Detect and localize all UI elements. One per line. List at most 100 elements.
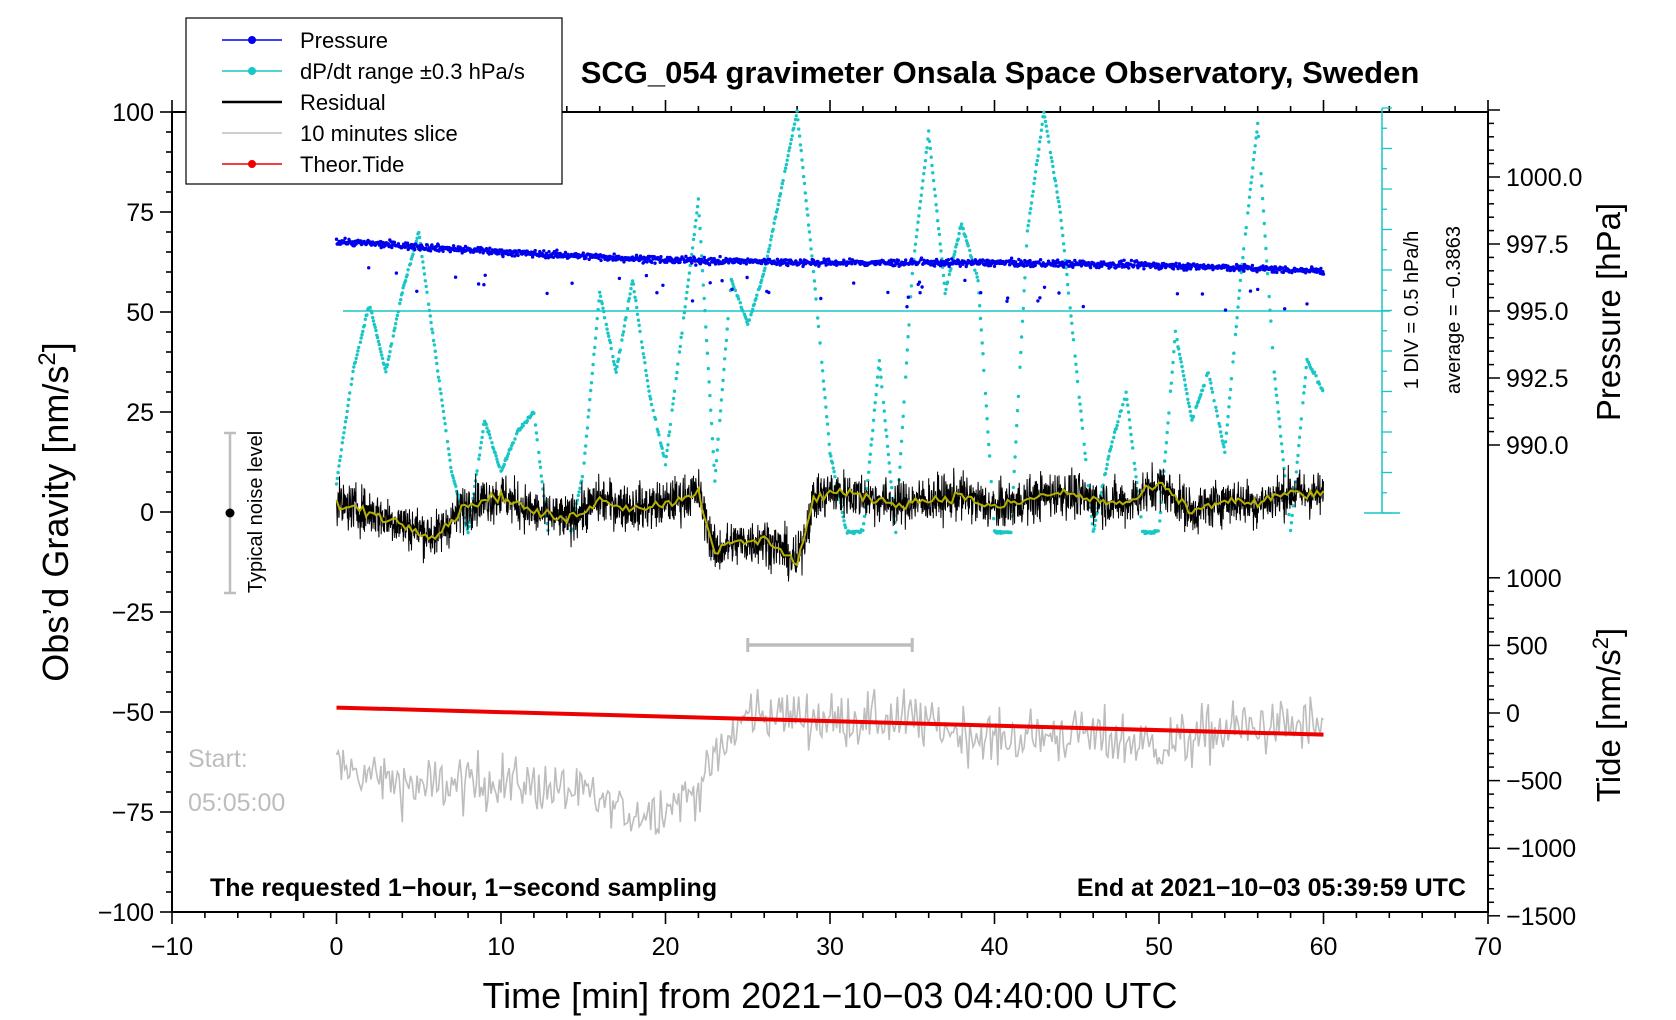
dpdt-point [795,109,799,113]
dpdt-point [774,210,779,214]
dpdt-point [829,454,833,458]
pressure-point [584,256,588,260]
pressure-point [510,254,514,258]
dpdt-point [698,226,702,231]
dpdt-point [421,260,425,264]
pressure-point [483,273,487,277]
dpdt-point [1169,381,1174,385]
dpdt-point [642,355,646,360]
dpdt-point [593,336,598,340]
dpdt-point [395,313,400,318]
dpdt-point [641,352,645,356]
scale-div-label: 1 DIV = 0.5 hPa/h [1401,231,1423,389]
dpdt-point [716,437,720,441]
pressure-point [765,261,770,265]
slice-series [335,688,1324,835]
pressure-point [415,289,419,293]
dpdt-point [1214,409,1219,413]
pressure-point [992,264,997,268]
dpdt-point [1175,337,1179,342]
dpdt-point [732,285,736,289]
dpdt-point [694,218,698,223]
dpdt-point [1066,282,1070,287]
dpdt-point [357,345,361,350]
dpdt-point [932,187,937,191]
dpdt-point [1256,134,1261,139]
dpdt-point [408,262,413,266]
dpdt-point [648,394,652,398]
pressure-point [1038,296,1042,300]
dpdt-point [1314,374,1318,378]
start-time: 05:05:00 [188,789,285,817]
dpdt-point [726,317,730,321]
dpdt-point [771,227,775,232]
dpdt-point [843,523,847,527]
dpdt-point [760,278,764,282]
dpdt-point [1209,381,1213,385]
dpdt-point [620,338,624,342]
dpdt-point [1302,391,1306,395]
dpdt-point [1243,232,1248,236]
dpdt-point [439,391,443,396]
dpdt-point [738,301,742,305]
dpdt-point [612,359,616,364]
dpdt-point [969,255,974,260]
dpdt-point [639,340,644,344]
dpdt-point [877,359,882,363]
dpdt-point [1048,150,1053,155]
dpdt-point [674,376,678,381]
legend-swatch-marker [248,36,256,44]
dpdt-point [1129,432,1133,437]
dpdt-point [376,339,381,344]
dpdt-point [1281,458,1285,462]
dpdt-point [626,299,631,303]
dpdt-point [525,419,529,423]
pressure-point [1174,261,1178,265]
dpdt-point [579,479,584,483]
dpdt-point [718,418,722,423]
dpdt-point [587,408,591,412]
dpdt-point [952,252,956,257]
dpdt-point [684,296,688,301]
dpdt-point [1027,219,1031,223]
dpdt-point [539,474,543,478]
dpdt-point [449,470,454,474]
dpdt-point [1224,431,1229,435]
dpdt-point [362,323,367,328]
pressure-point [946,258,951,262]
dpdt-point [1068,306,1072,310]
pressure-point [581,251,585,255]
dpdt-point [1031,189,1035,194]
pressure-point [1071,265,1075,269]
dpdt-point [401,286,405,290]
dpdt-point [1029,201,1034,205]
pressure-point [684,254,688,258]
dpdt-point [494,454,498,458]
dpdt-point [937,232,942,237]
dpdt-point [1109,444,1114,449]
dpdt-point [1218,424,1222,428]
dpdt-point [402,283,406,287]
pressure-point [729,258,733,262]
pressure-point [848,257,852,261]
dpdt-point [922,166,927,170]
dpdt-point [790,134,794,138]
dpdt-point [1273,377,1277,381]
dpdt-point [1012,469,1016,474]
pressure-tick-label: 992.5 [1506,365,1569,393]
dpdt-point [812,279,817,283]
dpdt-point [382,362,386,367]
dpdt-point [344,415,349,420]
pressure-point [392,240,397,244]
dpdt-point [1055,190,1059,194]
dpdt-point [1206,371,1211,375]
dpdt-point [987,454,992,458]
dpdt-point [765,254,770,258]
pressure-point [819,296,823,301]
y-tick-label: −100 [98,899,154,927]
dpdt-point [816,316,820,320]
dpdt-point [1254,136,1258,140]
dpdt-point [1073,354,1077,358]
pressure-point [1056,258,1060,262]
